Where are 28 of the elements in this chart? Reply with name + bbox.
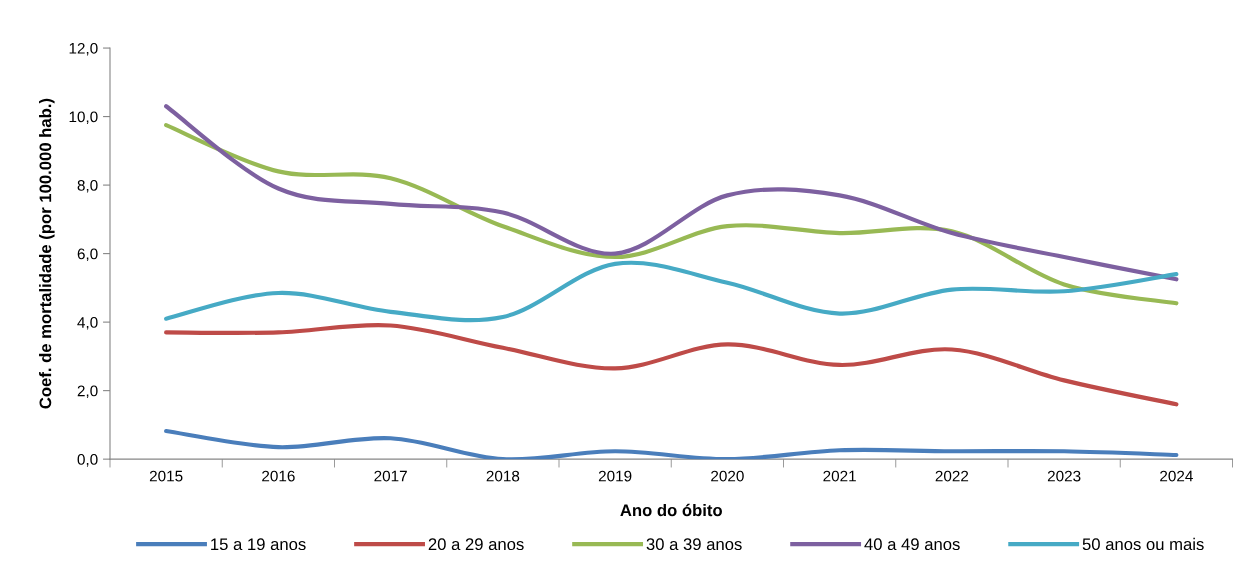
y-tick-label: 0,0 — [77, 454, 98, 467]
x-tick-label: 2024 — [1160, 470, 1193, 482]
line-series — [164, 104, 1179, 282]
y-tick-label: 6,0 — [77, 248, 98, 262]
x-tick-label: 2016 — [262, 470, 295, 482]
y-tick-label: 10,0 — [69, 111, 98, 125]
x-tick-label: 2020 — [711, 470, 744, 482]
legend-label: 20 a 29 anos — [428, 538, 524, 551]
y-tick-label: 2,0 — [77, 385, 98, 399]
legend-label: 15 a 19 anos — [211, 538, 306, 551]
y-tick-label: 8,0 — [77, 179, 98, 193]
x-tick-label: 2022 — [935, 470, 969, 482]
legend-label: 30 a 39 anos — [646, 538, 742, 551]
x-tick-label: 2019 — [598, 470, 632, 482]
line-series — [164, 323, 1179, 407]
x-tick-label: 2021 — [823, 470, 856, 482]
legend-label: 50 anos ou mais — [1082, 537, 1204, 551]
legend-label: 40 a 49 anos — [864, 538, 960, 551]
x-tick-label: 2015 — [149, 470, 183, 482]
x-tick-label: 2018 — [486, 470, 520, 482]
y-tick-label: 12,0 — [69, 42, 98, 56]
line-series — [164, 428, 1179, 460]
line-series — [164, 123, 1179, 306]
x-tick-label: 2017 — [374, 470, 407, 482]
x-tick-label: 2023 — [1047, 470, 1081, 482]
y-tick-label: 4,0 — [77, 316, 98, 330]
y-axis-title: Coef. de mortalidade (por 100.000 hab.) — [39, 98, 55, 409]
x-axis-title: Ano do óbito — [620, 503, 722, 517]
